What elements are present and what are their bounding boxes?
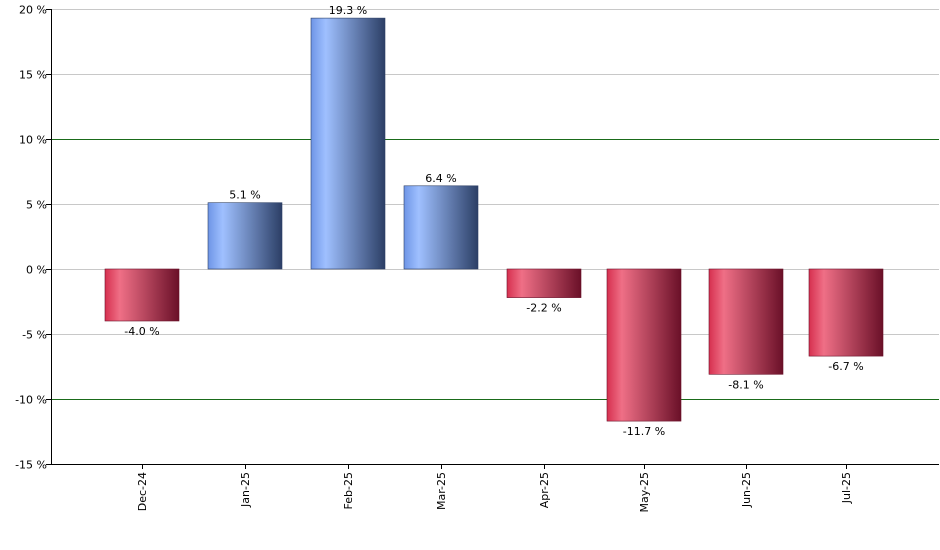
labels: 20 % 15 % 10 % 5 % 0 % -5 % -10 % -15 % -4.0 % De… xyxy=(15,4,864,513)
bar-apr-25 xyxy=(506,268,582,298)
data-label-may-25: -11.7 % xyxy=(623,425,665,438)
y-tick-label-1: 15 % xyxy=(19,69,47,82)
x-tick-label-may-25: May-25 xyxy=(638,472,651,513)
data-label-feb-25: 19.3 % xyxy=(329,4,367,17)
y-tick-label-0: 20 % xyxy=(19,4,47,17)
x-tick-label-jul-25: Jul-25 xyxy=(840,472,853,504)
bar-mar-25 xyxy=(403,185,479,270)
bar-may-25 xyxy=(606,268,682,422)
bar-jul-25 xyxy=(808,268,884,357)
x-tick-label-dec-24: Dec-24 xyxy=(136,472,149,511)
y-tick-label-7: -15 % xyxy=(15,459,47,472)
bar-dec-24 xyxy=(104,268,180,322)
x-tick-label-apr-25: Apr-25 xyxy=(538,472,551,508)
y-tick-label-6: -10 % xyxy=(15,394,47,407)
data-label-jan-25: 5.1 % xyxy=(229,189,260,202)
data-label-mar-25: 6.4 % xyxy=(425,172,456,185)
axes xyxy=(46,9,939,469)
data-label-jun-25: -8.1 % xyxy=(728,378,763,391)
y-tick-label-4: 0 % xyxy=(26,264,47,277)
y-tick-label-3: 5 % xyxy=(26,199,47,212)
x-tick-label-mar-25: Mar-25 xyxy=(435,472,448,510)
x-tick-label-jun-25: Jun-25 xyxy=(740,472,753,508)
data-label-jul-25: -6.7 % xyxy=(828,360,863,373)
data-label-dec-24: -4.0 % xyxy=(124,325,159,338)
x-tick-label-jan-25: Jan-25 xyxy=(239,472,252,508)
y-tick-label-2: 10 % xyxy=(19,134,47,147)
bar-jan-25 xyxy=(207,202,283,270)
x-tick-label-feb-25: Feb-25 xyxy=(342,472,355,509)
bar-jun-25 xyxy=(708,268,784,375)
bar-feb-25 xyxy=(310,17,386,270)
data-label-apr-25: -2.2 % xyxy=(526,302,561,315)
y-tick-label-5: -5 % xyxy=(22,329,47,342)
bars xyxy=(104,17,884,422)
gridlines xyxy=(51,9,939,465)
